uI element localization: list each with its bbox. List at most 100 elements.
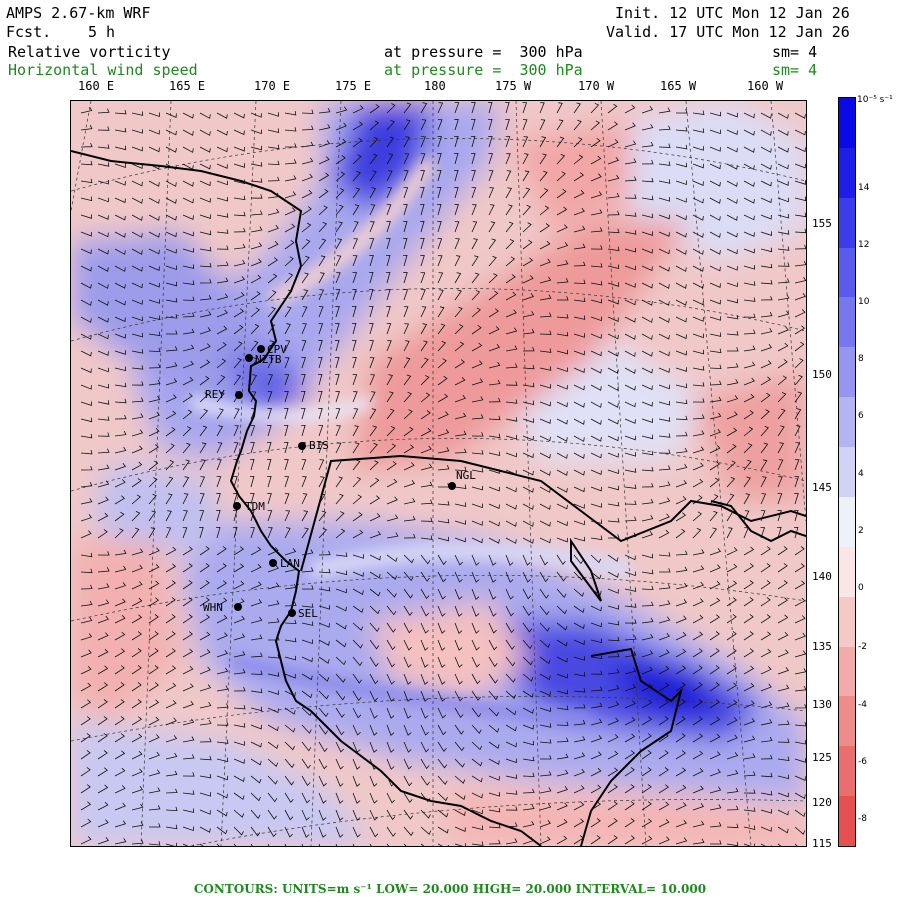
wind-barb [522, 690, 534, 698]
wind-barb [97, 400, 110, 405]
wind-barb [216, 112, 228, 119]
wind-barb [403, 153, 410, 165]
wind-barb [182, 264, 195, 269]
wind-barb [777, 197, 789, 203]
wind-barb [284, 619, 297, 625]
wind-barb [590, 767, 602, 777]
wind-barb [216, 180, 228, 186]
wind-barb [607, 784, 618, 794]
wind-barb [709, 477, 720, 488]
station-label: WHN [203, 601, 223, 614]
wind-barb [403, 571, 414, 582]
wind-barb [284, 340, 291, 352]
wind-barb [284, 323, 291, 335]
wind-barb [216, 580, 227, 590]
wind-barb [709, 214, 721, 221]
wind-barb [250, 112, 262, 118]
wind-barb [216, 792, 228, 799]
wind-barb [233, 195, 246, 201]
wind-barb [607, 103, 618, 114]
wind-barb [743, 410, 754, 420]
wind-barb [250, 258, 262, 267]
wind-barb [369, 340, 374, 352]
wind-barb [233, 615, 245, 624]
wind-barb [250, 274, 262, 284]
wind-barb [233, 668, 246, 675]
wind-barb [301, 289, 309, 301]
wind-barb [114, 382, 127, 388]
wind-barb [386, 221, 391, 233]
wind-barb [607, 605, 620, 610]
wind-barb [267, 654, 280, 659]
wind-barb [454, 135, 459, 148]
wind-barb [675, 197, 687, 203]
wind-barb [250, 634, 263, 641]
wind-barb [249, 475, 255, 488]
vorticity-shading [71, 101, 806, 846]
wind-barb [301, 724, 312, 734]
wind-barb [539, 588, 549, 599]
wind-barb [199, 631, 211, 641]
wind-barb [539, 102, 545, 114]
wind-barb [437, 656, 446, 668]
wind-barb [624, 635, 637, 641]
wind-barb [233, 580, 245, 590]
colorbar-tick: 14 [858, 183, 870, 193]
wind-barb [148, 231, 160, 238]
wind-barb [793, 509, 799, 522]
wind-barb [165, 752, 178, 760]
wind-barb [488, 343, 501, 352]
wind-barb [199, 666, 211, 675]
wind-barb [658, 632, 670, 641]
wind-barb [233, 651, 246, 658]
wind-barb [540, 755, 552, 760]
wind-barb [403, 497, 416, 505]
wind-barb [675, 350, 687, 356]
wind-barb [505, 605, 514, 617]
wind-barb [641, 784, 652, 794]
wind-barb [675, 127, 688, 132]
wind-barb [80, 649, 92, 658]
colorbar-tick: 2 [858, 526, 864, 536]
wind-barb [352, 724, 361, 736]
wind-barb [522, 239, 533, 250]
wind-barb [556, 242, 569, 250]
wind-barb [539, 119, 546, 131]
wind-barb [352, 221, 359, 233]
wind-barb [658, 179, 671, 184]
wind-barb [352, 588, 364, 596]
wind-barb [709, 265, 721, 272]
wind-barb [318, 568, 331, 574]
wind-barb [760, 376, 772, 386]
wind-barb [97, 416, 110, 421]
wind-barb [607, 316, 619, 322]
wind-barb [556, 537, 568, 543]
wind-barb [794, 112, 806, 119]
wind-barb [641, 699, 653, 709]
wind-barb [250, 442, 255, 454]
wind-barb [403, 639, 412, 651]
wind-barb [420, 153, 426, 165]
wind-barb [556, 171, 566, 182]
wind-barb [403, 707, 412, 719]
wind-barb [182, 808, 195, 813]
wind-barb [692, 803, 705, 811]
wind-barb [743, 771, 756, 777]
wind-barb [232, 526, 238, 539]
wind-barb [709, 146, 721, 152]
wind-barb [318, 639, 330, 646]
wind-barb [386, 554, 398, 563]
wind-barb [182, 393, 193, 403]
wind-barb [386, 103, 396, 114]
wind-barb [573, 190, 585, 199]
wind-barb [709, 299, 721, 305]
wind-barb [420, 357, 429, 369]
wind-barb [505, 221, 514, 233]
wind-barb [471, 272, 480, 284]
wind-barb [385, 271, 391, 284]
wind-barb [641, 123, 654, 131]
wind-barb [114, 299, 126, 306]
wind-barb [216, 563, 227, 573]
wind-barb [437, 554, 447, 566]
wind-barb [199, 278, 212, 284]
